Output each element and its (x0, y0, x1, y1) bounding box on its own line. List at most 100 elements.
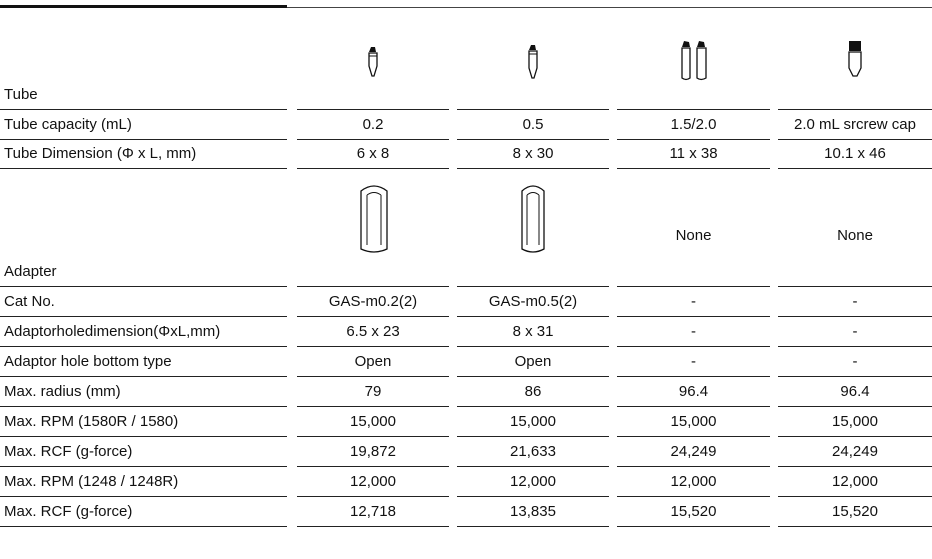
text: Adaptor hole bottom type (4, 353, 172, 370)
tube-icon (368, 47, 378, 77)
text: 19,872 (350, 443, 396, 460)
cell-value (617, 8, 770, 110)
row-label: Cat No. (0, 287, 287, 317)
cell-value: 96.4 (778, 377, 932, 407)
tube-icon (528, 45, 538, 79)
row-label: Tube (0, 8, 287, 110)
text: 86 (524, 383, 542, 400)
text: Open (354, 353, 392, 370)
row-label: Max. RCF (g-force) (0, 497, 287, 527)
text: Cat No. (4, 293, 55, 310)
cell-value: 12,718 (297, 497, 449, 527)
text: Open (514, 353, 552, 370)
cell-value: 24,249 (617, 437, 770, 467)
cell-value: 1.5/2.0 (617, 110, 770, 140)
text: 12,718 (350, 503, 396, 520)
row-label: Max. RCF (g-force) (0, 437, 287, 467)
text: Tube Dimension (Φ x L, mm) (4, 145, 197, 163)
text: GAS-m0.5(2) (488, 293, 578, 310)
cell-value: - (778, 287, 932, 317)
cell-value: 2.0 mL srcrew cap (778, 110, 932, 140)
cell-value: 15,520 (778, 497, 932, 527)
cell-value (457, 8, 609, 110)
cell-value: 8 x 30 (457, 140, 609, 169)
cell-value: 79 (297, 377, 449, 407)
cell-value: GAS-m0.2(2) (297, 287, 449, 317)
text: Max. RPM (1248 / 1248R) (4, 473, 179, 490)
cell-value: 96.4 (617, 377, 770, 407)
adapter-icon (360, 185, 388, 253)
text: Max. RCF (g-force) (4, 443, 133, 460)
text: - (691, 323, 696, 340)
text: 24,249 (670, 443, 717, 460)
cell-value: 6.5 x 23 (297, 317, 449, 347)
text: 12,000 (670, 473, 717, 490)
adapter-icon (521, 185, 545, 253)
text: 15,000 (510, 413, 556, 430)
tube-icon (848, 41, 862, 77)
text: 79 (364, 383, 382, 400)
cell-value: 15,520 (617, 497, 770, 527)
text: 2.0 mL srcrew cap (794, 115, 916, 133)
cell-value: 12,000 (457, 467, 609, 497)
text: 0.2 (362, 115, 384, 133)
cell-value: - (778, 317, 932, 347)
cell-value: 13,835 (457, 497, 609, 527)
text: 12,000 (832, 473, 878, 490)
cell-value: 0.5 (457, 110, 609, 140)
cell-value: 12,000 (778, 467, 932, 497)
cell-value: None (617, 169, 770, 287)
top-rule-thin (287, 7, 932, 8)
row-label: Max. RPM (1580R / 1580) (0, 407, 287, 437)
text: 8 x 31 (512, 323, 554, 340)
text: - (691, 353, 696, 370)
row-label: Tube Dimension (Φ x L, mm) (0, 140, 287, 169)
cell-value: 15,000 (617, 407, 770, 437)
cell-value: 6 x 8 (297, 140, 449, 169)
text: - (852, 353, 858, 370)
text: 15,520 (832, 503, 878, 520)
row-label: Max. RPM (1248 / 1248R) (0, 467, 287, 497)
text: 8 x 30 (512, 145, 554, 163)
text: Max. RPM (1580R / 1580) (4, 413, 179, 430)
cell-value: Open (297, 347, 449, 377)
text: Tube capacity (mL) (4, 115, 132, 133)
cell-value: 15,000 (778, 407, 932, 437)
row-label: Max. radius (mm) (0, 377, 287, 407)
row-label: Adaptor hole bottom type (0, 347, 287, 377)
text: Max. radius (mm) (4, 383, 121, 400)
cell-value: 15,000 (457, 407, 609, 437)
cell-value: 24,249 (778, 437, 932, 467)
cell-value: GAS-m0.5(2) (457, 287, 609, 317)
text: 15,000 (832, 413, 878, 430)
row-label: Adaptorholedimension(ΦxL,mm) (0, 317, 287, 347)
text: 10.1 x 46 (824, 145, 886, 163)
text: None (675, 227, 712, 244)
row-label: Adapter (0, 169, 287, 287)
text: 24,249 (832, 443, 878, 460)
text: 6.5 x 23 (346, 323, 400, 340)
text: 15,520 (670, 503, 717, 520)
text: 0.5 (522, 115, 544, 133)
cell-value (778, 8, 932, 110)
cell-value: 19,872 (297, 437, 449, 467)
cell-value (457, 169, 609, 287)
text: - (852, 323, 858, 340)
row-label: Tube capacity (mL) (0, 110, 287, 140)
cell-value: 15,000 (297, 407, 449, 437)
text: Max. RCF (g-force) (4, 503, 133, 520)
cell-value: None (778, 169, 932, 287)
top-rule-thick (0, 5, 287, 8)
text: 21,633 (510, 443, 556, 460)
text: - (852, 293, 858, 310)
cell-value: - (617, 347, 770, 377)
cell-value: 21,633 (457, 437, 609, 467)
cell-value: 0.2 (297, 110, 449, 140)
cell-value: 12,000 (297, 467, 449, 497)
text: 15,000 (670, 413, 717, 430)
cell-value: 11 x 38 (617, 140, 770, 169)
cell-value: 12,000 (617, 467, 770, 497)
cell-value: - (617, 287, 770, 317)
text: 96.4 (840, 383, 870, 400)
